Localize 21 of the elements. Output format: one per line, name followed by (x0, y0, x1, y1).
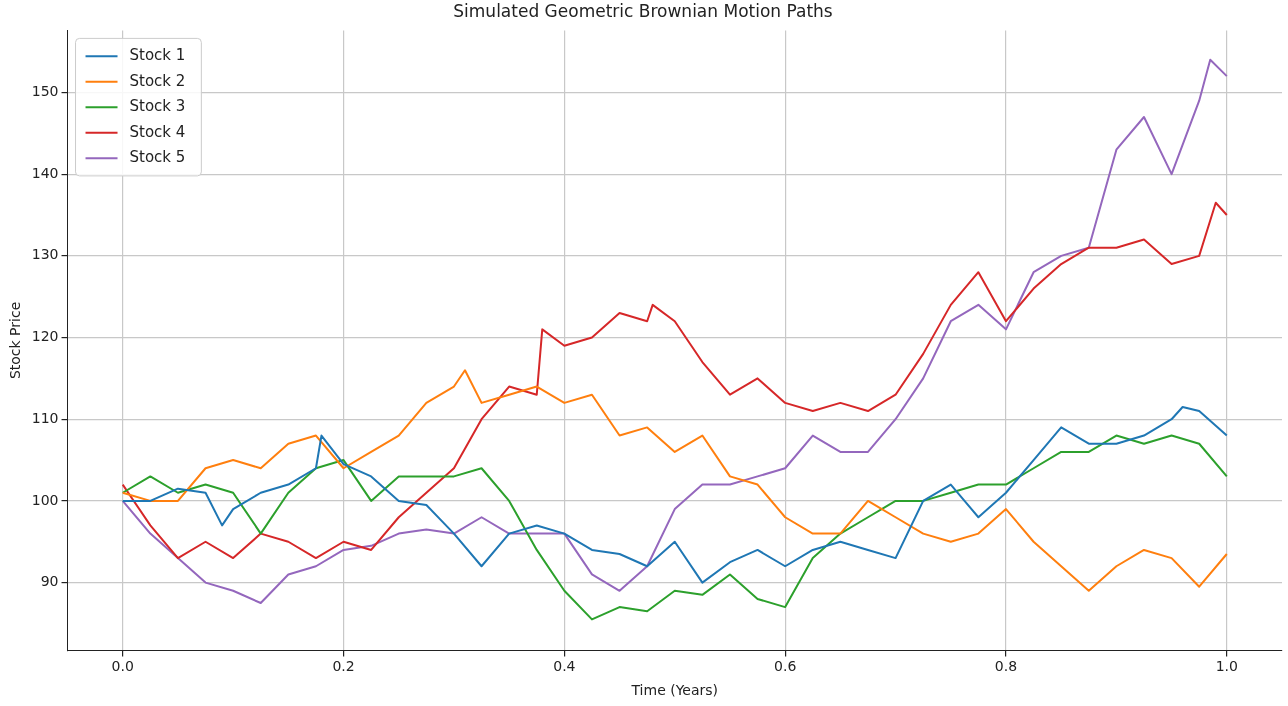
legend-label: Stock 2 (129, 71, 186, 90)
legend-label: Stock 4 (129, 122, 186, 141)
chart-title: Simulated Geometric Brownian Motion Paths (453, 0, 833, 21)
y-tick-label: 120 (31, 328, 59, 345)
y-tick-label: 100 (31, 491, 59, 508)
legend-label: Stock 1 (129, 46, 186, 65)
x-tick-label: 0.2 (332, 658, 355, 675)
y-tick-label: 150 (31, 83, 59, 100)
x-axis-title: Time (Years) (630, 682, 719, 699)
x-tick-label: 0.0 (111, 658, 134, 675)
y-tick-label: 110 (31, 409, 59, 426)
legend-label: Stock 5 (129, 148, 186, 167)
x-tick-label: 1.0 (1215, 658, 1238, 675)
x-tick-label: 0.6 (774, 658, 797, 675)
x-tick-label: 0.8 (994, 658, 1018, 675)
y-tick-label: 90 (40, 573, 59, 590)
legend-label: Stock 3 (129, 97, 186, 116)
y-tick-label: 140 (31, 164, 59, 181)
y-tick-label: 130 (31, 246, 59, 263)
y-axis-title: Stock Price (7, 301, 24, 380)
x-tick-label: 0.4 (553, 658, 576, 675)
